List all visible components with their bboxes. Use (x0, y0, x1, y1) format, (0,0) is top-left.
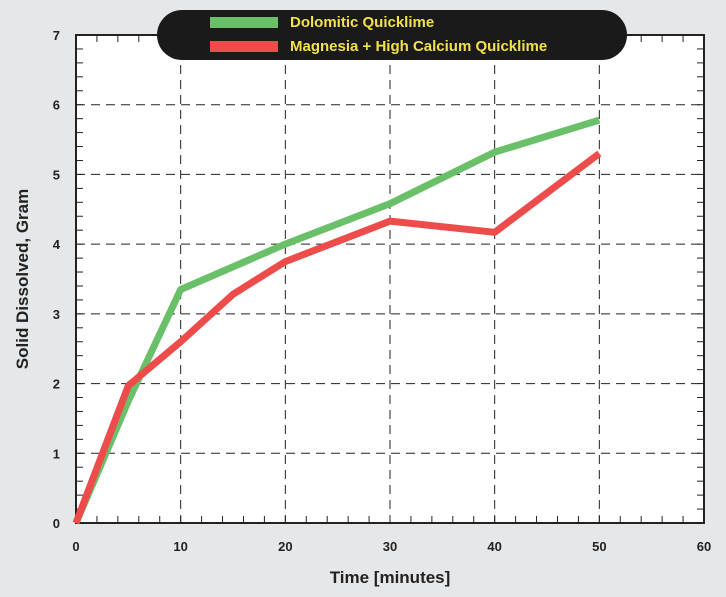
y-tick-label: 6 (53, 98, 60, 113)
x-tick-label: 50 (592, 539, 606, 554)
series-line-1 (72, 116, 601, 525)
y-tick-label: 3 (53, 307, 60, 322)
y-tick-label: 7 (53, 28, 60, 43)
x-tick-label: 0 (72, 539, 79, 554)
y-tick-label: 4 (53, 237, 61, 252)
x-tick-label: 60 (697, 539, 711, 554)
y-tick-label: 5 (53, 167, 60, 182)
series-line-2 (72, 150, 602, 525)
x-tick-label: 10 (173, 539, 187, 554)
tick-labels: 0 10 20 30 40 50 60 0 1 2 3 4 5 6 7 (53, 28, 711, 554)
grid (76, 35, 704, 523)
x-tick-label: 20 (278, 539, 292, 554)
x-tick-label: 30 (383, 539, 397, 554)
legend-label-2: Magnesia + High Calcium Quicklime (290, 38, 547, 55)
series-group (72, 116, 602, 525)
legend-swatch-2 (210, 41, 278, 52)
legend-swatch-1 (210, 17, 278, 28)
x-tick-label: 40 (487, 539, 501, 554)
y-tick-label: 0 (53, 516, 60, 531)
y-axis-label: Solid Dissolved, Gram (13, 189, 32, 369)
legend: Dolomitic Quicklime Magnesia + High Calci… (157, 10, 627, 60)
y-tick-label: 2 (53, 377, 60, 392)
legend-label-1: Dolomitic Quicklime (290, 14, 434, 31)
x-axis-label: Time [minutes] (330, 568, 451, 587)
y-tick-label: 1 (53, 446, 60, 461)
